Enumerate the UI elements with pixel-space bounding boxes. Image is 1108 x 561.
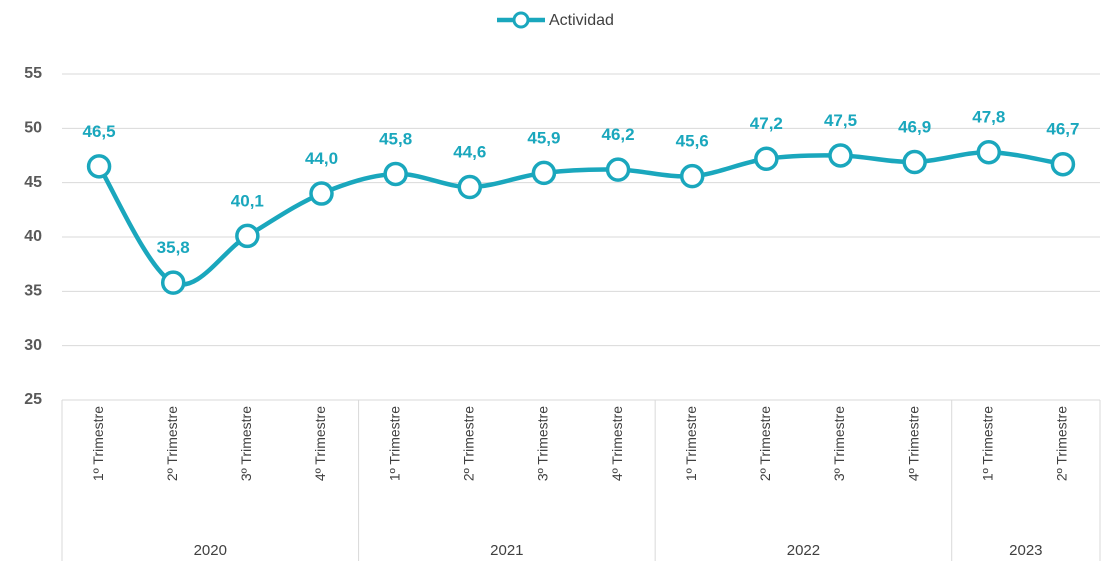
data-label: 45,6 — [676, 132, 709, 151]
x-tick-label: 1º Trimestre — [683, 406, 699, 481]
x-tick-label: 1º Trimestre — [90, 406, 106, 481]
point — [605, 157, 631, 182]
data-label: 35,8 — [157, 238, 190, 257]
point — [902, 149, 927, 175]
data-label: 47,5 — [824, 111, 857, 130]
data-label: 40,1 — [231, 191, 264, 210]
point — [160, 270, 186, 295]
x-tick-label: 2º Trimestre — [164, 406, 180, 481]
point — [86, 154, 112, 179]
y-tick-label: 50 — [24, 120, 42, 137]
y-tick-label: 25 — [24, 391, 42, 408]
y-tick-label: 30 — [24, 337, 42, 354]
point — [235, 223, 260, 249]
year-label: 2022 — [787, 542, 820, 559]
data-label: 46,7 — [1046, 120, 1079, 139]
year-label: 2020 — [194, 542, 227, 559]
point — [531, 160, 557, 186]
point — [309, 181, 334, 206]
x-tick-label: 2º Trimestre — [460, 406, 476, 481]
data-label: 45,9 — [527, 128, 560, 147]
data-label: 44,0 — [305, 149, 338, 168]
x-tick-label: 3º Trimestre — [238, 406, 254, 481]
y-tick-label: 40 — [24, 228, 42, 245]
year-label: 2021 — [490, 542, 523, 559]
point — [1050, 151, 1076, 177]
point — [383, 161, 408, 187]
data-label: 46,5 — [83, 122, 116, 141]
x-tick-label: 4º Trimestre — [312, 406, 328, 481]
data-label: 44,6 — [453, 142, 486, 161]
x-tick-label: 2º Trimestre — [757, 406, 773, 481]
point — [457, 174, 483, 200]
y-tick-label: 35 — [24, 283, 42, 300]
x-tick-label: 3º Trimestre — [535, 406, 551, 481]
data-label: 46,9 — [898, 118, 931, 137]
y-tick-label: 45 — [24, 174, 42, 191]
point — [754, 146, 779, 172]
x-tick-label: 1º Trimestre — [386, 406, 402, 481]
y-tick-label: 55 — [24, 65, 42, 82]
point — [976, 139, 1002, 165]
legend-marker — [512, 11, 530, 29]
x-tick-label: 4º Trimestre — [609, 406, 625, 481]
point — [828, 143, 853, 168]
data-label: 45,8 — [379, 129, 412, 148]
point — [679, 163, 705, 189]
x-tick-label: 2º Trimestre — [1054, 406, 1070, 481]
data-label: 46,2 — [602, 125, 635, 144]
x-tick-label: 4º Trimestre — [905, 406, 921, 481]
data-label: 47,2 — [750, 114, 783, 133]
x-tick-label: 1º Trimestre — [979, 406, 995, 481]
x-tick-label: 3º Trimestre — [831, 406, 847, 481]
year-label: 2023 — [1009, 542, 1042, 559]
data-label: 47,8 — [972, 108, 1005, 127]
legend-label: Actividad — [549, 12, 614, 29]
